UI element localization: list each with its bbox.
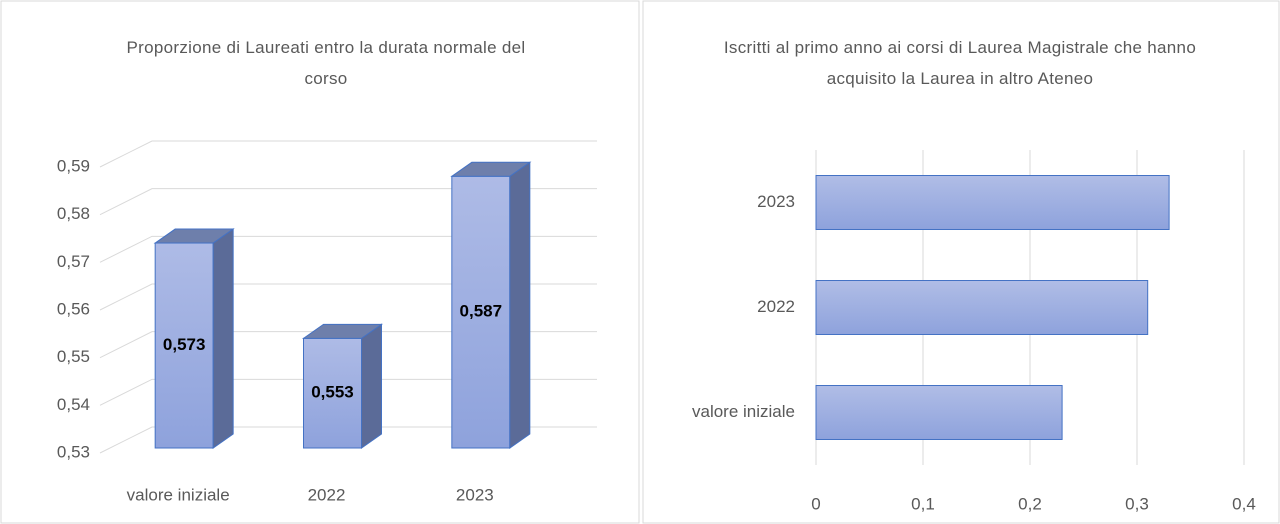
- x-tick-label: 0,4: [1232, 494, 1256, 513]
- bar-top: [153, 228, 235, 244]
- x-tick-label: 2023: [456, 485, 494, 504]
- grid-line: [99, 426, 597, 454]
- grid-line: [99, 331, 597, 359]
- x-tick-label: 2022: [308, 485, 346, 504]
- grid-line: [99, 378, 597, 406]
- y-tick-label: 0,57: [57, 252, 90, 271]
- bar-top: [450, 161, 532, 177]
- x-tick-label: 0,3: [1125, 494, 1149, 513]
- y-tick-label: 0,59: [57, 156, 90, 175]
- chart-title: Iscritti al primo anno ai corsi di Laure…: [723, 38, 1197, 88]
- bar: [815, 385, 1063, 440]
- y-tick-label: 0,58: [57, 204, 90, 223]
- panel-border: [642, 0, 1280, 524]
- bar-side: [361, 323, 382, 449]
- bar: [451, 175, 511, 449]
- grid-line: [99, 140, 597, 168]
- y-tick-label: 0,56: [57, 299, 90, 318]
- chart-title: Proporzione di Laureati entro la durata …: [126, 38, 526, 88]
- bar: [154, 242, 214, 449]
- data-label: 0,573: [163, 335, 206, 354]
- y-tick-label: 0,54: [57, 395, 90, 414]
- bar-top: [301, 323, 384, 339]
- grid-line: [99, 235, 597, 263]
- bar: [303, 337, 362, 449]
- x-tick-label: 0,2: [1018, 494, 1042, 513]
- data-label: 0,587: [460, 302, 503, 321]
- x-tick-label: 0: [811, 494, 820, 513]
- y-tick-label: 0,55: [57, 347, 90, 366]
- bar: [815, 280, 1149, 335]
- bar-side: [509, 161, 531, 449]
- grid-line: [99, 188, 597, 216]
- data-label: 0,553: [311, 383, 354, 402]
- y-tick-label: 2023: [757, 192, 795, 211]
- x-tick-label: valore iniziale: [127, 485, 230, 504]
- y-tick-label: 2022: [757, 297, 795, 316]
- grid-line: [99, 283, 597, 311]
- x-tick-label: 0,1: [911, 494, 935, 513]
- bar-side: [212, 228, 234, 449]
- panel-border: [0, 0, 640, 524]
- bar: [815, 175, 1170, 230]
- y-tick-label: valore iniziale: [692, 402, 795, 421]
- y-tick-label: 0,53: [57, 442, 90, 461]
